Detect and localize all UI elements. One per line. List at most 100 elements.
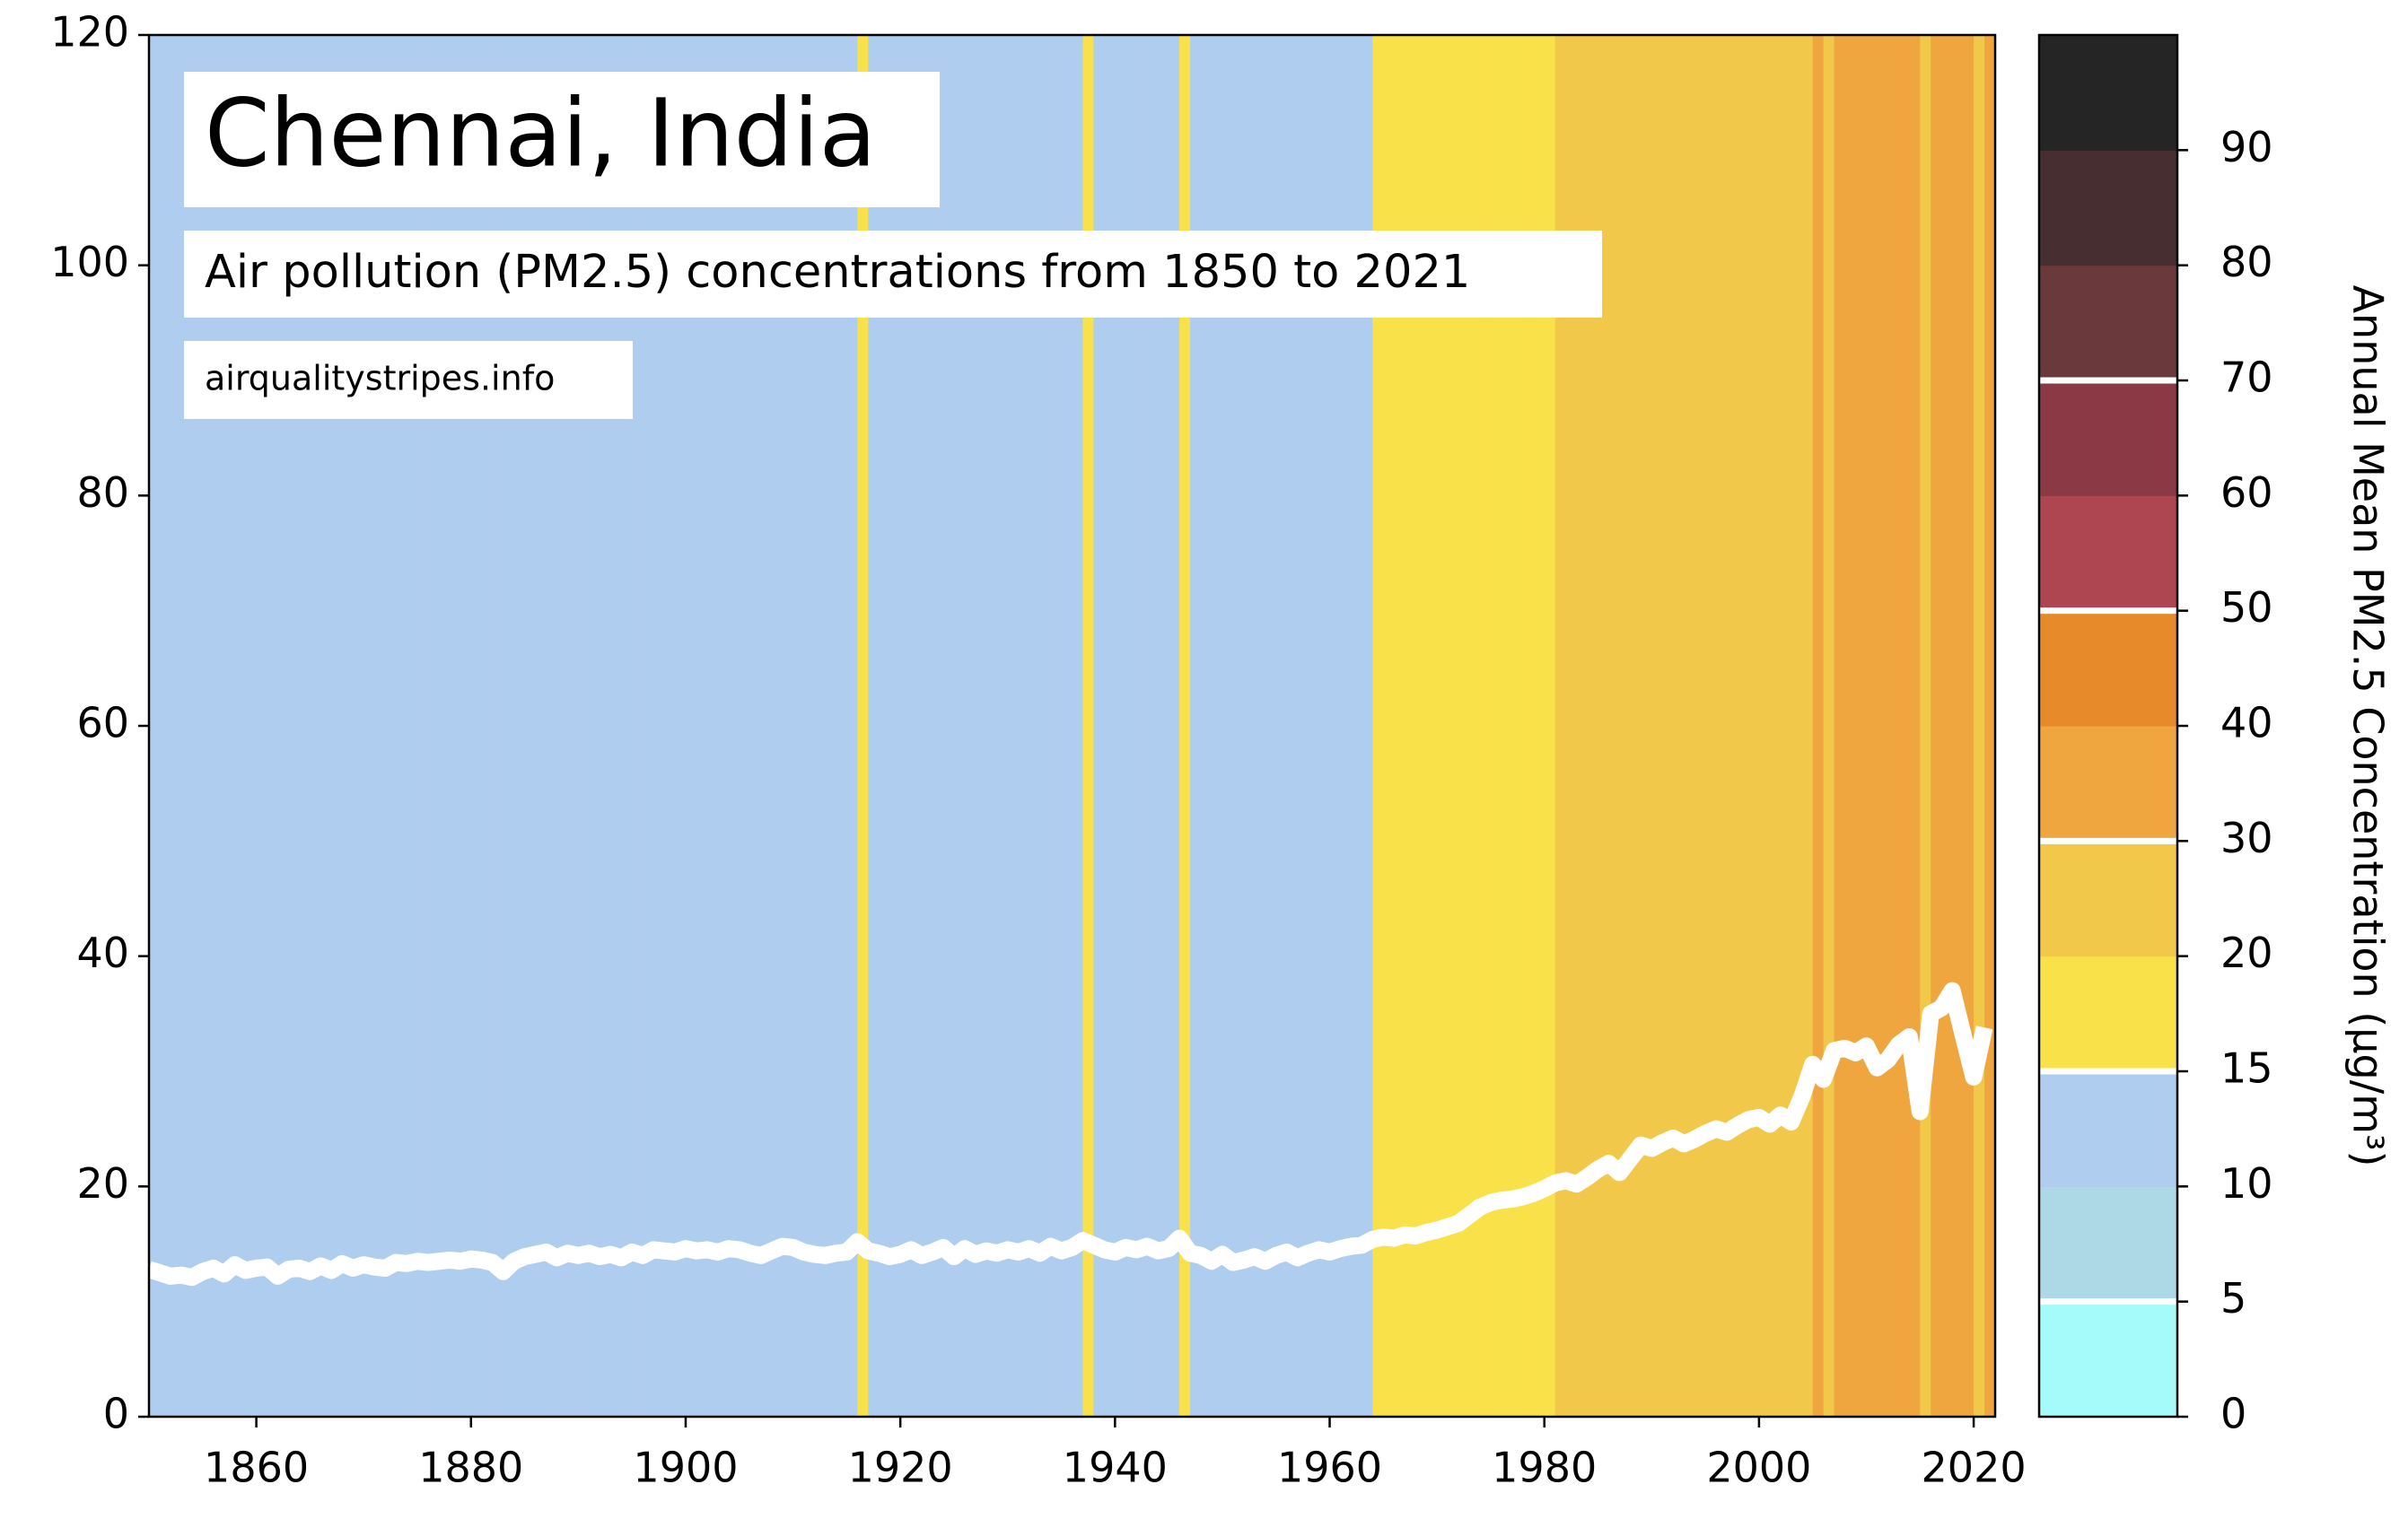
stripe — [1308, 35, 1320, 1417]
x-tick-label: 1880 — [418, 1444, 523, 1492]
stripe — [760, 35, 773, 1417]
stripe — [1984, 35, 1996, 1417]
stripe — [1362, 35, 1373, 1417]
stripe — [1297, 35, 1309, 1417]
stripe — [739, 35, 751, 1417]
stripe — [900, 35, 912, 1417]
stripe — [1641, 35, 1652, 1417]
stripe — [1448, 35, 1459, 1417]
source: airqualitystripes.info — [205, 359, 555, 398]
colorbar-bin — [2039, 726, 2177, 842]
stripe — [1855, 35, 1867, 1417]
pm25-line — [146, 982, 1993, 1287]
stripe — [170, 35, 182, 1417]
stripe — [1651, 35, 1663, 1417]
stripe — [643, 35, 654, 1417]
stripe — [664, 35, 676, 1417]
stripe — [1415, 35, 1427, 1417]
y-tick-label: 60 — [76, 699, 129, 747]
stripe — [1694, 35, 1706, 1417]
stripe — [1598, 35, 1609, 1417]
y-tick-label: 120 — [50, 8, 129, 57]
stripe — [771, 35, 784, 1417]
stripe — [803, 35, 815, 1417]
colorbar-bin — [2039, 610, 2177, 727]
stripe — [1286, 35, 1299, 1417]
stripe — [632, 35, 644, 1417]
stripe — [1780, 35, 1792, 1417]
stripe — [985, 35, 998, 1417]
stripe — [1072, 35, 1083, 1417]
x-tick-label: 2020 — [1922, 1444, 2027, 1492]
chart-subtitle: Air pollution (PM2.5) concentrations fro… — [205, 246, 1470, 299]
colorbar-tick-label: 10 — [2220, 1159, 2273, 1208]
y-tick-label: 20 — [76, 1159, 129, 1208]
stripe — [1254, 35, 1266, 1417]
stripe — [1018, 35, 1030, 1417]
marks — [146, 982, 1993, 1287]
stripe — [1898, 35, 1910, 1417]
stripe — [1115, 35, 1126, 1417]
stripe — [1737, 35, 1749, 1417]
stripe — [1758, 35, 1771, 1417]
x-tick-label: 1940 — [1063, 1444, 1168, 1492]
colorbar-bin — [2039, 150, 2177, 266]
colorbar-bin — [2039, 1071, 2177, 1187]
stripe — [1920, 35, 1931, 1417]
stripe — [749, 35, 762, 1417]
stripe — [159, 35, 171, 1417]
stripe — [996, 35, 1009, 1417]
stripe — [1104, 35, 1116, 1417]
stripe — [911, 35, 923, 1417]
stripe — [1823, 35, 1835, 1417]
y-tick-label: 40 — [76, 929, 129, 977]
stripe — [1931, 35, 1942, 1417]
colorbar-tick-label: 5 — [2220, 1274, 2246, 1323]
colorbar-tick-label: 80 — [2220, 238, 2273, 286]
stripe — [868, 35, 880, 1417]
stripe — [685, 35, 697, 1417]
stripe — [1318, 35, 1331, 1417]
colorbar-bin — [2039, 495, 2177, 612]
colorbar-bin — [2039, 1301, 2177, 1418]
stripe — [1490, 35, 1502, 1417]
stripe — [653, 35, 665, 1417]
stripe — [1716, 35, 1728, 1417]
stripe — [1405, 35, 1416, 1417]
colorbar-tick-label: 40 — [2220, 699, 2273, 747]
stripe — [1576, 35, 1589, 1417]
stripe — [1125, 35, 1137, 1417]
stripe — [1232, 35, 1245, 1417]
stripe — [1029, 35, 1041, 1417]
stripe — [1866, 35, 1878, 1417]
stripe — [1834, 35, 1846, 1417]
stripe — [1619, 35, 1631, 1417]
stripe — [1662, 35, 1674, 1417]
stripe — [1329, 35, 1341, 1417]
stripe — [1769, 35, 1782, 1417]
stripe — [1791, 35, 1803, 1417]
colorbar-tick-label: 90 — [2220, 123, 2273, 171]
y-tick-label: 100 — [50, 238, 129, 286]
stripe — [1458, 35, 1470, 1417]
stripe — [696, 35, 708, 1417]
colorbar-bin — [2039, 956, 2177, 1072]
stripe — [1533, 35, 1545, 1417]
x-tick-label: 1900 — [633, 1444, 738, 1492]
chart-title: Chennai, India — [205, 78, 876, 188]
stripe — [1147, 35, 1159, 1417]
stripe — [814, 35, 826, 1417]
colorbar-tick-label: 0 — [2220, 1390, 2246, 1438]
stripe — [1511, 35, 1524, 1417]
stripe — [933, 35, 944, 1417]
stripe — [1887, 35, 1899, 1417]
stripe — [1082, 35, 1094, 1417]
stripe — [1179, 35, 1191, 1417]
subtitle-box — [184, 231, 1602, 318]
stripe — [717, 35, 730, 1417]
x-tick-label: 2000 — [1706, 1444, 1811, 1492]
stripe — [1684, 35, 1695, 1417]
stripe — [1275, 35, 1288, 1417]
